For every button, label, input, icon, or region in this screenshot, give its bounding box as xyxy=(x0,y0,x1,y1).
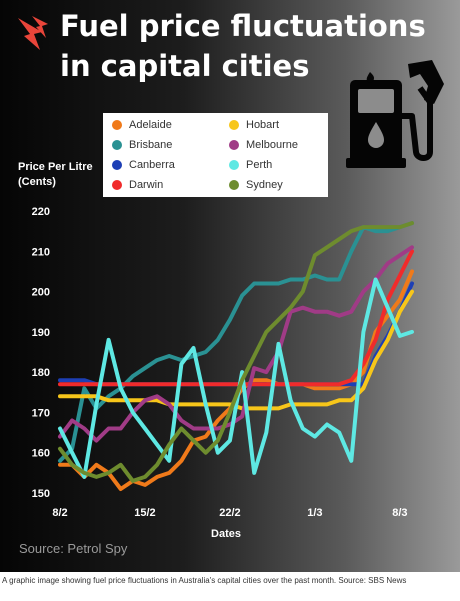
fuel-pump-icon xyxy=(346,60,444,168)
y-axis-title: Price Per Litre (Cents) xyxy=(18,161,93,188)
legend-label: Adelaide xyxy=(129,119,172,131)
y-tick-label: 200 xyxy=(32,287,50,299)
image-caption: A graphic image showing fuel price fluct… xyxy=(2,576,407,585)
y-tick-label: 160 xyxy=(32,448,50,460)
legend-swatch xyxy=(112,180,122,190)
legend-swatch xyxy=(229,120,239,130)
y-tick-label: 190 xyxy=(32,327,50,339)
series-line-melbourne xyxy=(58,245,414,443)
x-tick-label: 15/2 xyxy=(134,507,155,519)
y-tick-label: 180 xyxy=(32,367,50,379)
legend-label: Perth xyxy=(246,159,273,171)
series-line-brisbane xyxy=(58,221,414,463)
line-chart: 150 160 170 180 190 200 210 220 8/2 15/2 22/2 1/3 8/… xyxy=(32,206,414,540)
series-line-sydney xyxy=(58,221,414,483)
legend-swatch xyxy=(112,140,122,150)
series-line-perth xyxy=(58,277,414,479)
legend-label: Darwin xyxy=(129,179,164,191)
legend-label: Brisbane xyxy=(129,139,173,151)
legend-label: Sydney xyxy=(246,179,283,191)
legend-swatch xyxy=(112,120,122,130)
page-title: Fuel price fluctuations in capital citie… xyxy=(60,9,426,83)
legend-swatch xyxy=(229,160,239,170)
legend-label: Canberra xyxy=(129,159,175,171)
y-tick-label: 150 xyxy=(32,488,50,500)
legend-label: Hobart xyxy=(246,119,280,131)
sbs-logo-icon xyxy=(18,16,48,50)
source-note: Source: Petrol Spy xyxy=(19,541,128,556)
y-tick-label: 170 xyxy=(32,407,50,419)
x-tick-label: 22/2 xyxy=(219,507,240,519)
x-tick-label: 8/3 xyxy=(392,507,407,519)
legend-swatch xyxy=(229,180,239,190)
legend-swatch xyxy=(229,140,239,150)
chart-legend: Adelaide Brisbane Canberra Darwin Hobart Melb… xyxy=(103,113,328,197)
x-axis-title: Dates xyxy=(211,528,241,540)
infographic-card: Fuel price fluctuations in capital citie… xyxy=(0,0,460,572)
x-tick-label: 8/2 xyxy=(52,507,67,519)
legend-label: Melbourne xyxy=(246,139,298,151)
y-tick-label: 220 xyxy=(32,206,50,218)
legend-swatch xyxy=(112,160,122,170)
y-tick-label: 210 xyxy=(32,246,50,258)
x-tick-label: 1/3 xyxy=(307,507,322,519)
